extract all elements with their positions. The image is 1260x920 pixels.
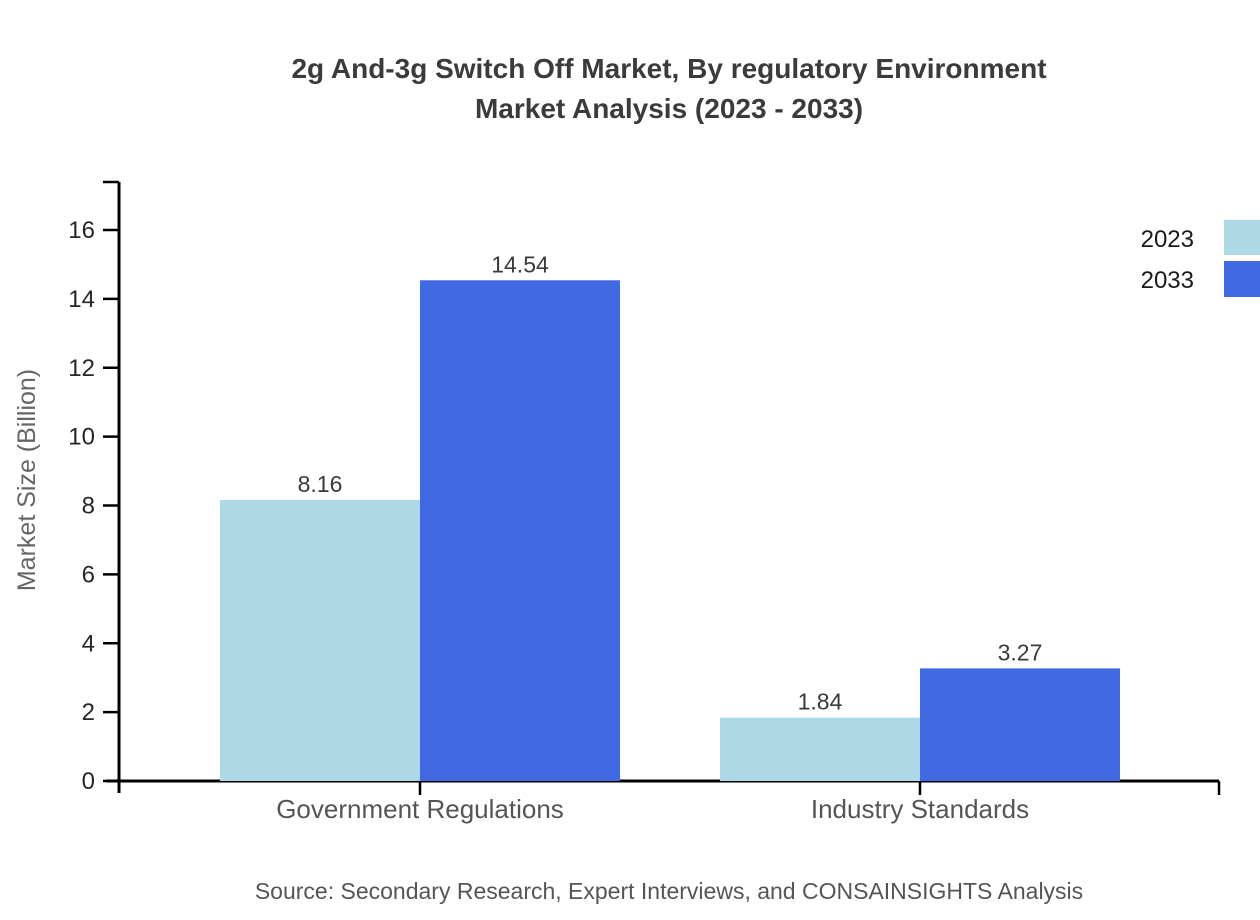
x-category-label: Industry Standards [811, 794, 1029, 824]
y-tick-label: 2 [82, 699, 95, 726]
legend: 2023 2033 [1141, 220, 1260, 297]
y-tick-label: 0 [82, 768, 95, 795]
y-tick-label: 16 [68, 217, 95, 244]
bar-value-label: 14.54 [491, 251, 549, 277]
y-tick-label: 6 [82, 561, 95, 588]
bar-2023-government-regulations [220, 499, 420, 781]
y-tick-label: 10 [68, 424, 95, 451]
chart-title-line-1: 2g And-3g Switch Off Market, By regulato… [291, 53, 1046, 84]
bar-value-label: 1.84 [798, 689, 843, 715]
legend-label-2033: 2033 [1141, 267, 1194, 294]
y-tick-label: 8 [82, 493, 95, 520]
bar-2033-industry-standards [920, 668, 1120, 781]
x-category-label: Government Regulations [276, 794, 564, 824]
source-note: Source: Secondary Research, Expert Inter… [255, 878, 1083, 904]
value-labels: 8.16 1.84 14.54 3.27 [298, 251, 1043, 714]
y-tick-label: 4 [82, 630, 95, 657]
bar-value-label: 8.16 [298, 471, 343, 497]
y-tick-label: 12 [68, 355, 95, 382]
legend-label-2023: 2023 [1141, 226, 1194, 253]
chart-title-line-2: Market Analysis (2023 - 2033) [475, 93, 863, 124]
x-axis-labels: Government Regulations Industry Standards [276, 781, 1029, 824]
bar-value-label: 3.27 [998, 639, 1043, 665]
bar-2033-government-regulations [420, 280, 620, 781]
bar-series [220, 280, 1120, 781]
y-axis-title: Market Size (Billion) [13, 369, 41, 591]
y-axis-ticks: 0 2 4 6 8 10 12 14 16 [68, 217, 119, 795]
legend-swatch-2033 [1224, 261, 1260, 297]
legend-swatch-2023 [1224, 220, 1260, 255]
y-tick-label: 14 [68, 286, 95, 313]
bar-2023-industry-standards [720, 717, 920, 781]
